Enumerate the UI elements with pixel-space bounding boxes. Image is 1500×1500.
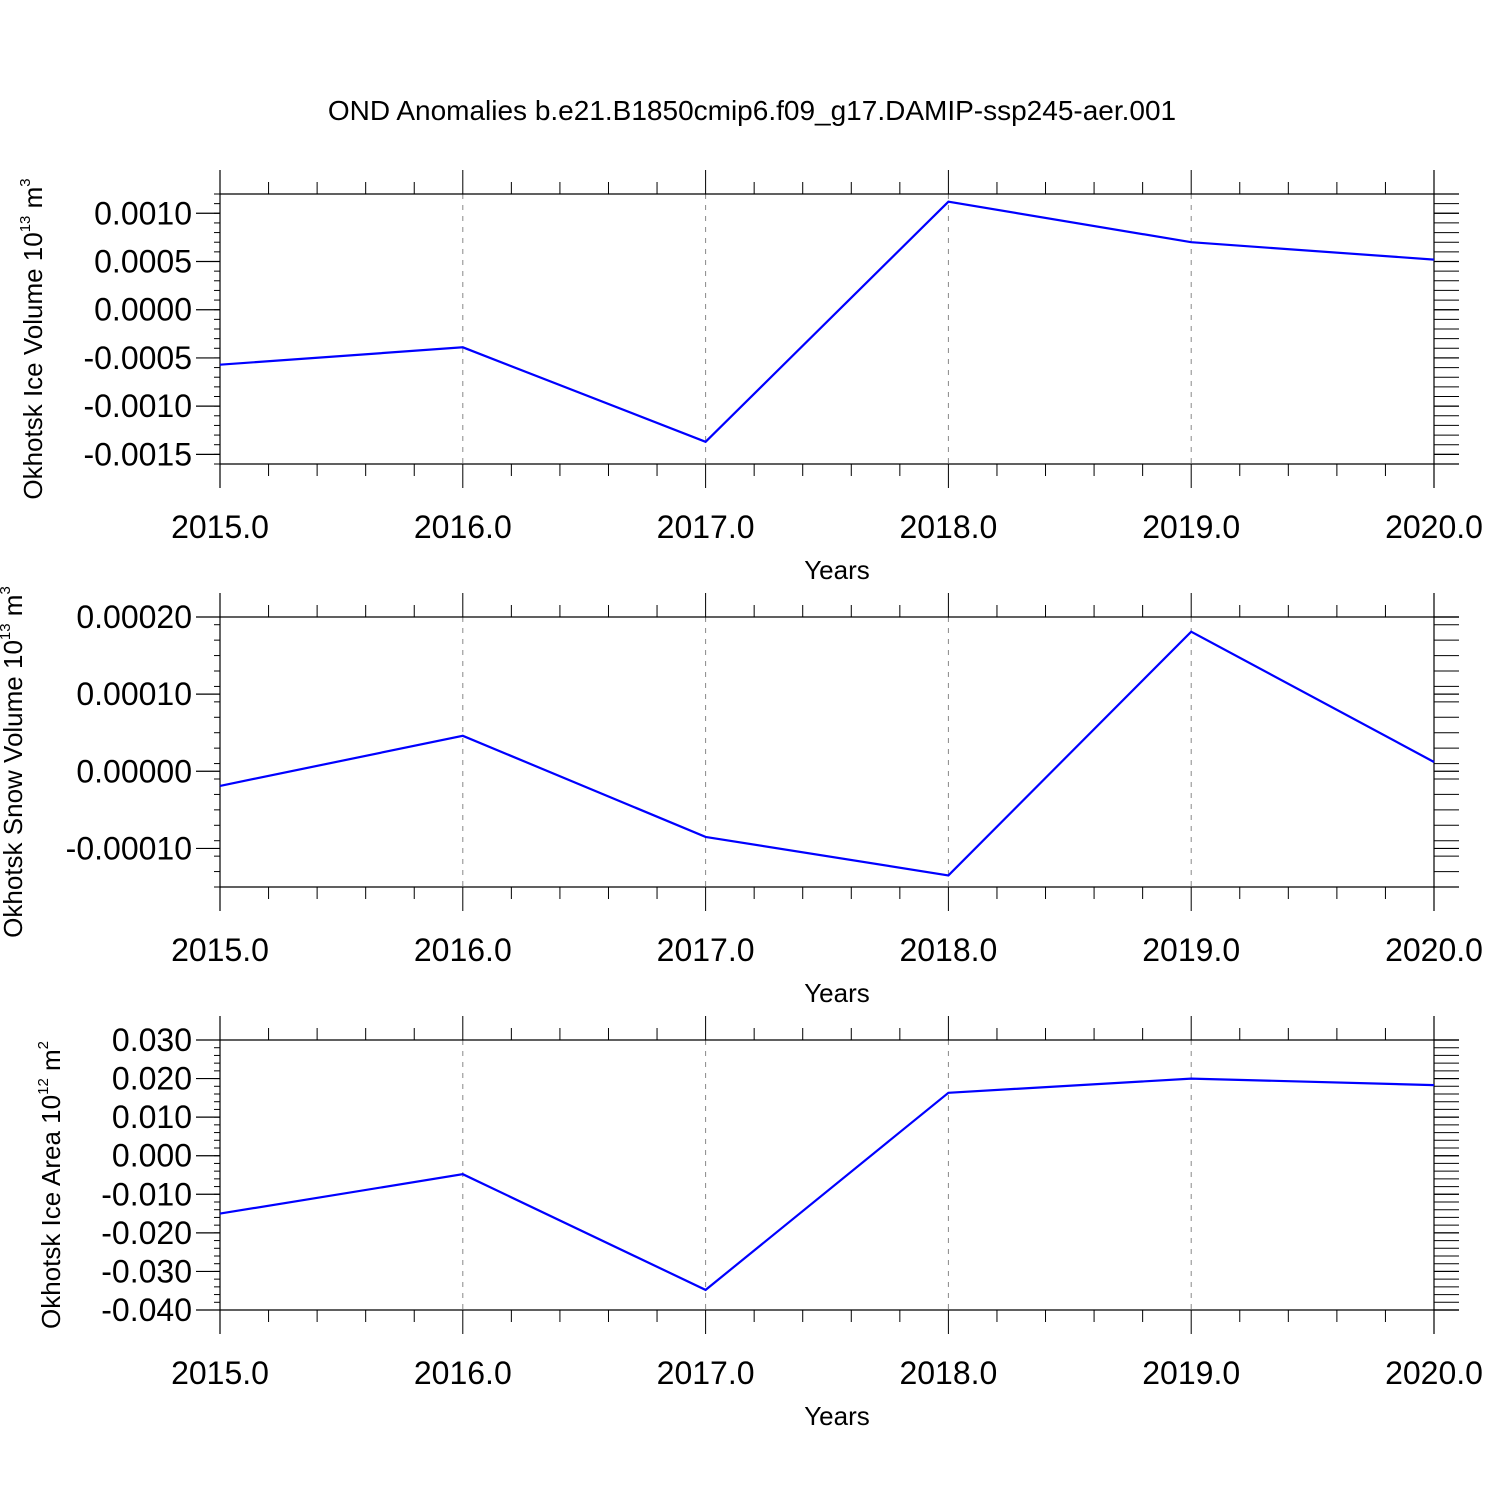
x-tick-label: 2016.0 [414, 509, 512, 545]
panel-1: 2015.0 2016.0 2017.0 2018.0 2019.0 2020.0 Year… [17, 170, 1483, 585]
x-tick-label: 2017.0 [657, 509, 755, 545]
y-tick-label: -0.010 [101, 1176, 192, 1212]
panels: 2015.0 2016.0 2017.0 2018.0 2019.0 2020.0 Year… [0, 170, 1483, 1431]
x-tick-label: 2015.0 [171, 1355, 269, 1391]
y-tick-label: 0.030 [112, 1022, 192, 1058]
series-line [219, 630, 1435, 877]
x-tick-label: 2020.0 [1385, 932, 1483, 968]
y-axis-label-exponent: 13 [17, 216, 34, 233]
x-tick-label: 2018.0 [899, 1355, 997, 1391]
y-axis-label-unit: m [36, 1049, 66, 1078]
y-axis-label-unit: m [18, 187, 48, 216]
y-axis-label-text: Okhotsk Snow Volume 10 [0, 640, 28, 938]
x-tick-label: 2016.0 [414, 932, 512, 968]
x-tick-label: 2015.0 [171, 509, 269, 545]
y-tick-label: 0.010 [112, 1099, 192, 1135]
y-tick-label: 0.00010 [76, 676, 192, 712]
x-axis-label: Years [804, 978, 870, 1008]
x-tick-label: 2019.0 [1142, 1355, 1240, 1391]
y-axis-label-unit-exponent: 2 [35, 1041, 52, 1049]
y-tick-label: -0.020 [101, 1215, 192, 1251]
y-axis-label-unit-exponent: 3 [17, 178, 34, 186]
y-axis-label-unit-exponent: 3 [0, 586, 14, 594]
x-tick-label: 2015.0 [171, 932, 269, 968]
x-tick-label: 2020.0 [1385, 509, 1483, 545]
x-tick-label: 2016.0 [414, 1355, 512, 1391]
y-axis-label-text: Okhotsk Ice Area 10 [36, 1095, 66, 1329]
y-tick-label: -0.0005 [83, 340, 192, 376]
figure-title: OND Anomalies b.e21.B1850cmip6.f09_g17.D… [328, 95, 1176, 126]
y-axis-label-exponent: 13 [0, 623, 14, 640]
y-axis-label: Okhotsk Ice Area 1012 m2 [35, 1041, 66, 1329]
y-tick-label: 0.0010 [94, 195, 192, 231]
x-axis-label: Years [804, 555, 870, 585]
x-tick-label: 2018.0 [899, 932, 997, 968]
x-axis-label: Years [804, 1401, 870, 1431]
y-axis-label: Okhotsk Snow Volume 1013 m3 [0, 586, 28, 938]
y-tick-label: -0.00010 [66, 830, 192, 866]
series-line [219, 1077, 1435, 1292]
x-tick-label: 2020.0 [1385, 1355, 1483, 1391]
y-tick-label: -0.0010 [83, 388, 192, 424]
y-axis-label: Okhotsk Ice Volume 1013 m3 [17, 178, 48, 499]
y-tick-label: 0.0005 [94, 244, 192, 280]
y-tick-label: -0.0015 [83, 436, 192, 472]
y-tick-label: 0.020 [112, 1061, 192, 1097]
x-tick-label: 2018.0 [899, 509, 997, 545]
y-tick-label: -0.030 [101, 1253, 192, 1289]
x-tick-label: 2019.0 [1142, 932, 1240, 968]
x-tick-label: 2017.0 [657, 932, 755, 968]
y-tick-label: 0.00020 [76, 599, 192, 635]
y-tick-label: 0.0000 [94, 292, 192, 328]
y-tick-label: 0.00000 [76, 753, 192, 789]
y-tick-label: 0.000 [112, 1138, 192, 1174]
panel-2: 2015.0 2016.0 2017.0 2018.0 2019.0 2020.0 Year… [0, 586, 1483, 1008]
y-axis-label-exponent: 12 [35, 1078, 52, 1095]
y-axis-label-text: Okhotsk Ice Volume 10 [18, 232, 48, 499]
panel-3: 2015.0 2016.0 2017.0 2018.0 2019.0 2020.0 Year… [35, 1016, 1483, 1431]
x-tick-label: 2017.0 [657, 1355, 755, 1391]
y-tick-label: -0.040 [101, 1292, 192, 1328]
x-tick-label: 2019.0 [1142, 509, 1240, 545]
y-axis-label-unit: m [0, 595, 28, 624]
series-line [219, 200, 1435, 444]
